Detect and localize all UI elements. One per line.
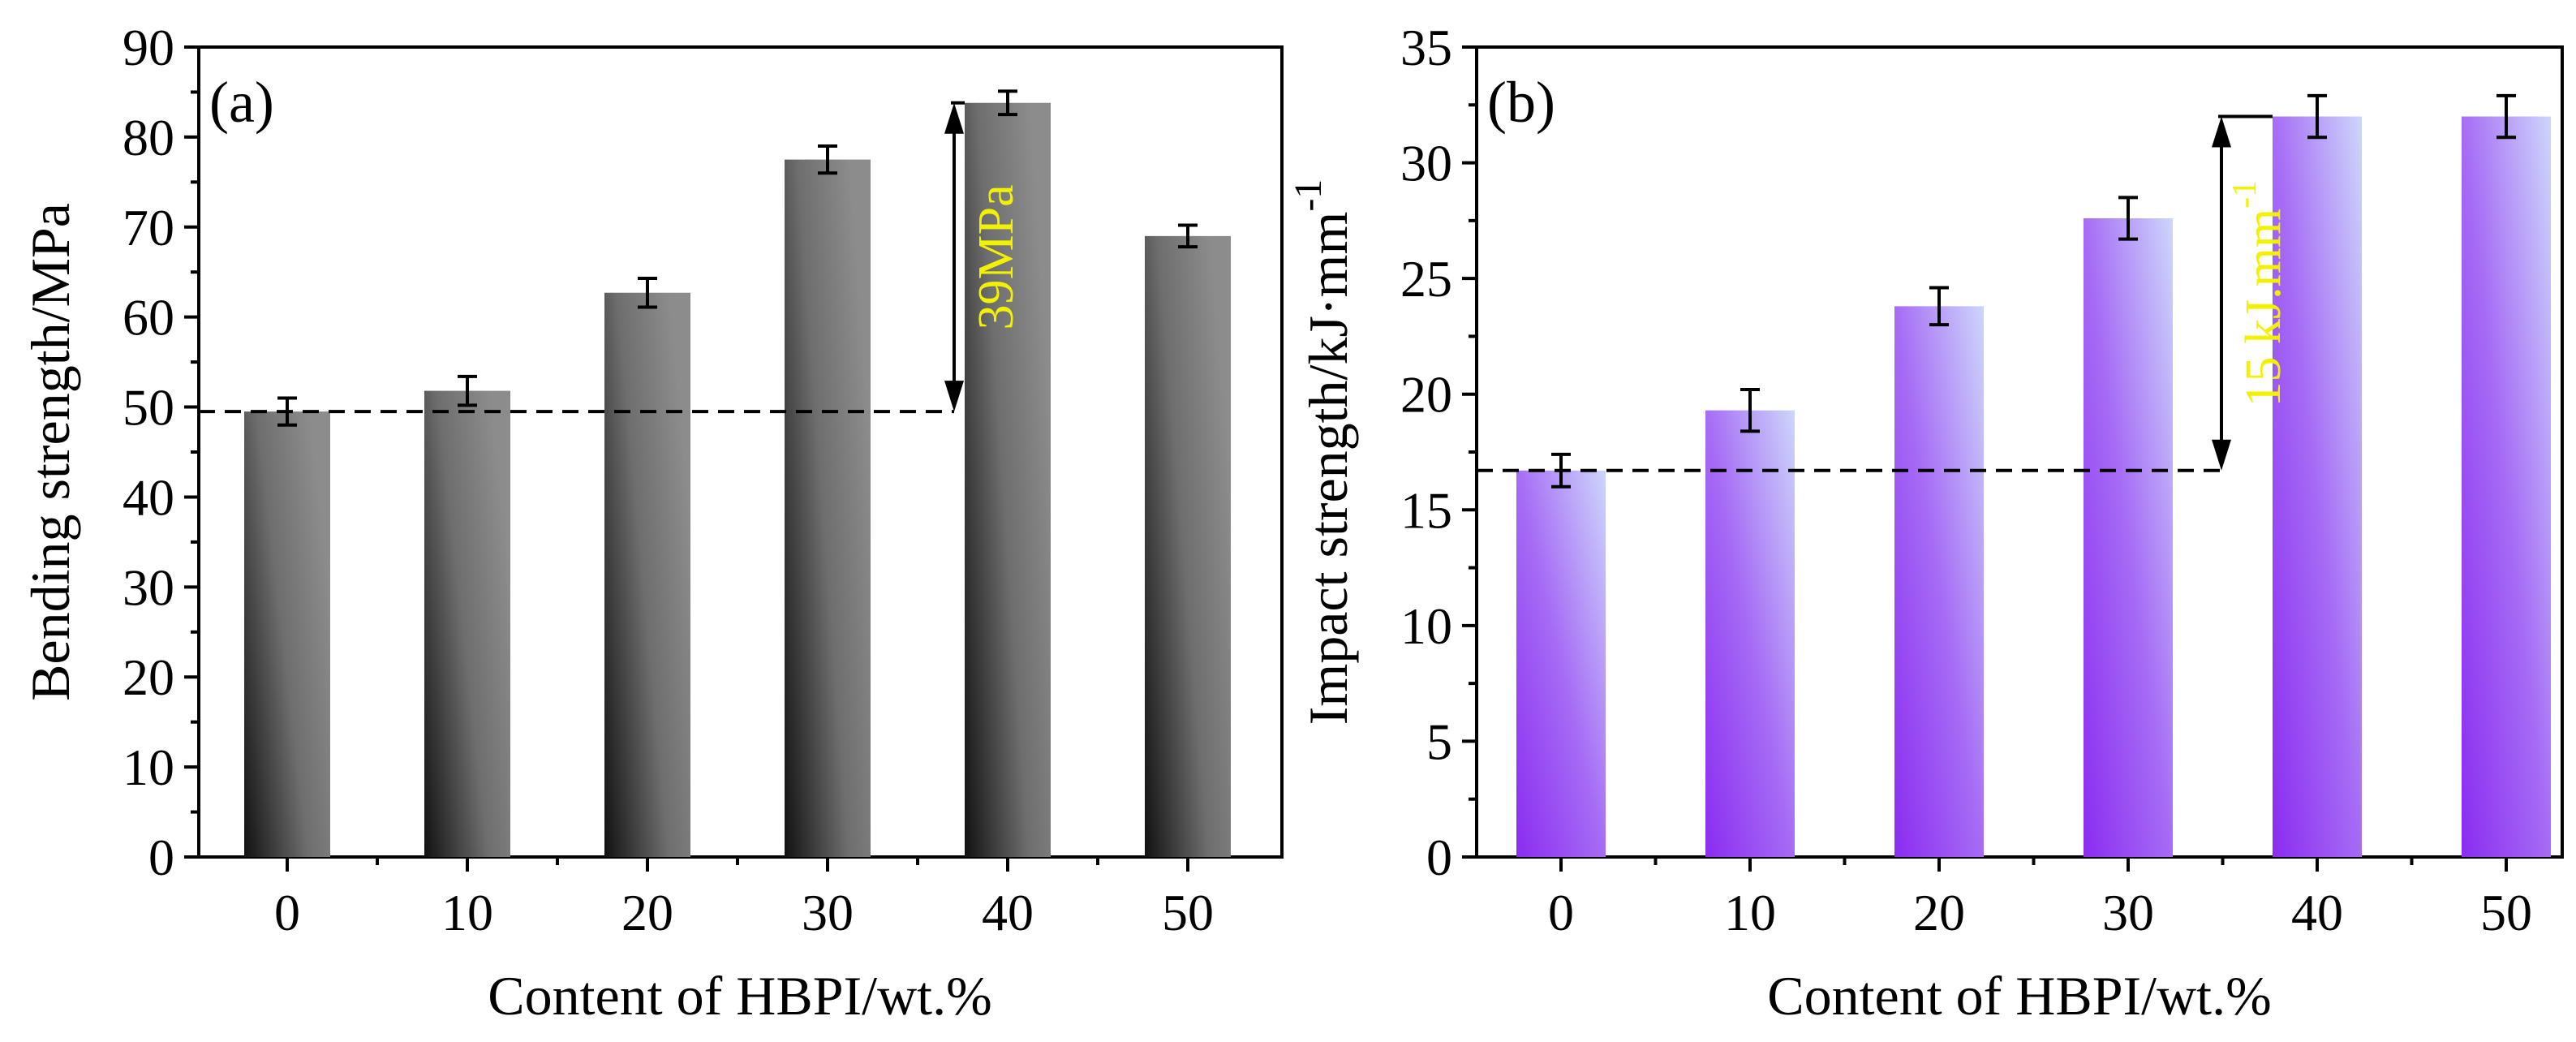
error-bar-50 bbox=[1178, 223, 1198, 249]
x-tick-label: 10 bbox=[1724, 884, 1776, 941]
plot-frame bbox=[1475, 45, 2564, 859]
x-axis-ticks: 0 10 20 30 40 50 bbox=[1548, 857, 2532, 941]
y-tick-label: 40 bbox=[123, 468, 174, 526]
y-tick-label: 5 bbox=[1426, 713, 1452, 770]
x-tick-label: 30 bbox=[2102, 884, 2154, 941]
x-tick-label: 50 bbox=[1162, 884, 1214, 941]
x-axis-label: Content of HBPI/wt.% bbox=[488, 965, 991, 1027]
x-tick-label: 40 bbox=[982, 884, 1034, 941]
y-tick-label: 10 bbox=[123, 738, 174, 796]
error-bars bbox=[1551, 93, 2516, 489]
bar-0 bbox=[244, 411, 330, 858]
difference-annotation: 39MPa bbox=[969, 184, 1024, 329]
bar-30 bbox=[785, 159, 871, 858]
y-axis-ticks: 0 5 10 15 20 25 30 35 bbox=[1400, 19, 1477, 886]
plot-frame bbox=[197, 45, 1284, 859]
y-axis-ticks: 0 10 20 30 40 50 60 70 80 90 bbox=[123, 19, 199, 886]
bar-10 bbox=[1705, 410, 1795, 857]
bar-40 bbox=[2273, 116, 2362, 858]
error-bar-10 bbox=[458, 374, 477, 407]
x-tick-label: 0 bbox=[274, 884, 300, 941]
y-tick-label: 0 bbox=[148, 829, 174, 886]
bar-20 bbox=[1894, 306, 1984, 857]
bar-40 bbox=[965, 102, 1051, 858]
error-bar-40 bbox=[2307, 93, 2327, 140]
bar-50 bbox=[2462, 116, 2551, 858]
error-bar-10 bbox=[1740, 388, 1760, 433]
error-bar-30 bbox=[2118, 196, 2138, 241]
bars bbox=[244, 102, 1231, 858]
y-tick-label: 30 bbox=[1400, 135, 1452, 192]
y-tick-label: 90 bbox=[123, 19, 174, 76]
difference-annotation: 15 kJ.mm-1 bbox=[2226, 180, 2291, 407]
bar-10 bbox=[424, 390, 510, 857]
y-tick-label: 60 bbox=[123, 289, 174, 347]
x-tick-label: 10 bbox=[441, 884, 493, 941]
y-tick-label: 50 bbox=[123, 379, 174, 437]
error-bar-30 bbox=[818, 144, 837, 175]
error-bars bbox=[277, 89, 1198, 427]
x-tick-label: 40 bbox=[2291, 884, 2343, 941]
y-tick-label: 70 bbox=[123, 199, 174, 256]
y-axis-label: Impact strength/kJ·mm-1 bbox=[1287, 179, 1359, 726]
bar-30 bbox=[2084, 218, 2173, 857]
bar-0 bbox=[1516, 470, 1606, 857]
error-bar-20 bbox=[1929, 286, 1949, 327]
x-tick-label: 20 bbox=[621, 884, 673, 941]
x-axis-label: Content of HBPI/wt.% bbox=[1767, 965, 2271, 1027]
error-bar-40 bbox=[998, 89, 1017, 117]
x-tick-label: 30 bbox=[802, 884, 854, 941]
x-tick-label: 20 bbox=[1913, 884, 1965, 941]
error-bar-20 bbox=[638, 276, 657, 309]
panel-label: (b) bbox=[1487, 70, 1555, 135]
y-tick-label: 35 bbox=[1400, 19, 1452, 76]
y-tick-label: 30 bbox=[123, 558, 174, 616]
y-tick-label: 10 bbox=[1400, 597, 1452, 655]
annotation-text: 15 kJ.mm bbox=[2236, 209, 2291, 407]
y-axis-label-superscript: -1 bbox=[1287, 179, 1330, 212]
y-tick-label: 15 bbox=[1400, 481, 1452, 539]
y-tick-label: 80 bbox=[123, 109, 174, 166]
difference-arrow bbox=[2212, 114, 2273, 471]
y-axis-label: Bending strength/MPa bbox=[19, 203, 81, 701]
x-tick-label: 50 bbox=[2480, 884, 2532, 941]
panel-label: (a) bbox=[209, 70, 274, 135]
error-bar-50 bbox=[2496, 93, 2516, 140]
y-tick-label: 25 bbox=[1400, 250, 1452, 308]
x-axis-ticks: 0 10 20 30 40 50 bbox=[274, 857, 1214, 941]
y-axis-label-text: Impact strength/kJ·mm bbox=[1297, 212, 1359, 726]
y-tick-label: 20 bbox=[1400, 366, 1452, 424]
y-tick-label: 0 bbox=[1426, 829, 1452, 886]
x-tick-label: 0 bbox=[1548, 884, 1574, 941]
bar-20 bbox=[604, 292, 690, 857]
y-tick-label: 20 bbox=[123, 648, 174, 706]
bar-50 bbox=[1145, 235, 1231, 857]
annotation-superscript: -1 bbox=[2226, 180, 2264, 209]
bars bbox=[1516, 116, 2551, 858]
panel-a-bending-strength: 39MPa 0 10 20 30 40 50 60 70 80 90 0 10 20 30 40 50 (a… bbox=[19, 19, 1284, 1027]
difference-arrow bbox=[944, 101, 965, 412]
